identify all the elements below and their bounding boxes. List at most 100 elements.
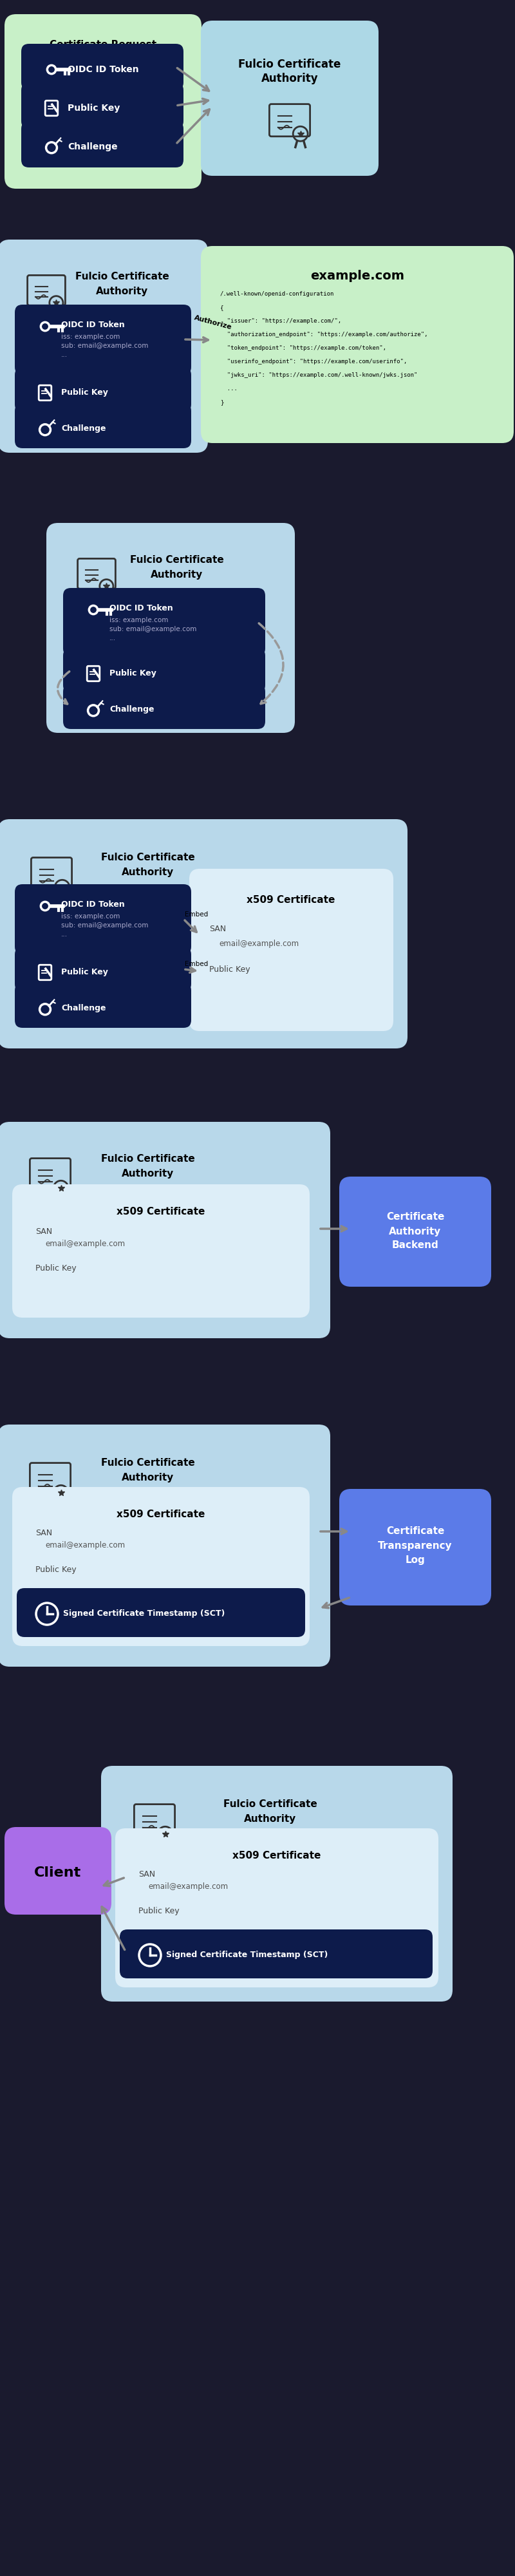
Text: iss: example.com: iss: example.com <box>61 914 120 920</box>
FancyBboxPatch shape <box>12 1185 310 1319</box>
Text: Challenge: Challenge <box>109 706 154 714</box>
Text: /.well-known/openid-configuration: /.well-known/openid-configuration <box>220 291 334 296</box>
FancyBboxPatch shape <box>339 1489 491 1605</box>
Text: }: } <box>220 399 224 404</box>
Text: "token_endpoint": "https://example.com/token",: "token_endpoint": "https://example.com/t… <box>220 345 386 350</box>
Text: Fulcio Certificate: Fulcio Certificate <box>75 273 169 281</box>
FancyBboxPatch shape <box>63 647 265 693</box>
Text: Public Key: Public Key <box>36 1566 76 1574</box>
Text: Fulcio Certificate: Fulcio Certificate <box>238 59 341 70</box>
Text: Transparency: Transparency <box>378 1540 453 1551</box>
FancyBboxPatch shape <box>190 868 393 1030</box>
Text: iss: example.com: iss: example.com <box>109 616 168 623</box>
Circle shape <box>40 322 50 332</box>
Text: Public Key: Public Key <box>61 969 108 976</box>
FancyBboxPatch shape <box>101 1767 453 2002</box>
Text: SAN: SAN <box>209 925 226 933</box>
FancyBboxPatch shape <box>0 1425 330 1667</box>
FancyBboxPatch shape <box>5 1826 111 1914</box>
Text: Signed Certificate Timestamp (SCT): Signed Certificate Timestamp (SCT) <box>166 1950 328 1960</box>
Text: Authority: Authority <box>261 72 318 85</box>
Text: {: { <box>220 304 224 309</box>
Text: Embed: Embed <box>185 961 208 966</box>
Text: x509 Certificate: x509 Certificate <box>117 1208 205 1216</box>
Text: sub: email@example.com: sub: email@example.com <box>109 626 197 631</box>
Text: email@example.com: email@example.com <box>45 1239 125 1249</box>
Text: x509 Certificate: x509 Certificate <box>247 896 335 904</box>
Text: Embed: Embed <box>185 912 208 917</box>
Text: Certificate Request: Certificate Request <box>49 39 157 49</box>
Text: Public Key: Public Key <box>209 966 250 974</box>
FancyBboxPatch shape <box>21 44 183 90</box>
Text: Fulcio Certificate: Fulcio Certificate <box>130 556 224 564</box>
Text: x509 Certificate: x509 Certificate <box>233 1852 321 1860</box>
Text: SAN: SAN <box>36 1226 52 1236</box>
Text: "issuer": "https://example.com/",: "issuer": "https://example.com/", <box>220 317 341 325</box>
FancyBboxPatch shape <box>16 1587 305 1638</box>
Circle shape <box>91 608 96 613</box>
FancyBboxPatch shape <box>46 523 295 732</box>
Circle shape <box>49 67 54 72</box>
FancyBboxPatch shape <box>15 981 191 1028</box>
Text: OIDC ID Token: OIDC ID Token <box>67 64 139 75</box>
FancyBboxPatch shape <box>0 240 208 453</box>
Text: Fulcio Certificate: Fulcio Certificate <box>224 1801 317 1808</box>
Text: "userinfo_endpoint": "https://example.com/userinfo",: "userinfo_endpoint": "https://example.co… <box>220 358 407 363</box>
Text: Public Key: Public Key <box>67 103 120 113</box>
FancyBboxPatch shape <box>15 366 191 412</box>
Circle shape <box>42 904 48 909</box>
FancyBboxPatch shape <box>5 13 201 188</box>
Text: Challenge: Challenge <box>67 142 117 152</box>
Text: Public Key: Public Key <box>36 1265 76 1273</box>
FancyBboxPatch shape <box>201 247 514 443</box>
Text: Authority: Authority <box>389 1226 441 1236</box>
Circle shape <box>46 64 57 75</box>
FancyBboxPatch shape <box>119 1929 433 1978</box>
Circle shape <box>89 605 98 616</box>
Text: Certificate: Certificate <box>386 1213 444 1221</box>
FancyBboxPatch shape <box>63 587 265 657</box>
Text: Challenge: Challenge <box>61 425 106 433</box>
Text: OIDC ID Token: OIDC ID Token <box>61 902 125 909</box>
Text: Client: Client <box>35 1865 81 1880</box>
Text: ...: ... <box>61 930 67 938</box>
Text: OIDC ID Token: OIDC ID Token <box>109 605 173 613</box>
Text: ...: ... <box>109 634 116 641</box>
FancyBboxPatch shape <box>15 884 191 953</box>
Text: example.com: example.com <box>310 270 404 281</box>
Circle shape <box>40 902 50 912</box>
Text: iss: example.com: iss: example.com <box>61 332 120 340</box>
FancyBboxPatch shape <box>15 945 191 992</box>
Text: email@example.com: email@example.com <box>45 1540 125 1551</box>
Text: Challenge: Challenge <box>61 1005 106 1012</box>
FancyBboxPatch shape <box>15 304 191 374</box>
Text: Public Key: Public Key <box>109 670 157 677</box>
FancyBboxPatch shape <box>339 1177 491 1285</box>
FancyBboxPatch shape <box>21 121 183 167</box>
Text: Backend: Backend <box>392 1242 439 1249</box>
Text: SAN: SAN <box>36 1528 52 1538</box>
FancyBboxPatch shape <box>0 819 407 1048</box>
Text: "authorization_endpoint": "https://example.com/authorize",: "authorization_endpoint": "https://examp… <box>220 332 428 337</box>
FancyBboxPatch shape <box>21 82 183 129</box>
Text: x509 Certificate: x509 Certificate <box>117 1510 205 1520</box>
Text: sub: email@example.com: sub: email@example.com <box>61 343 148 348</box>
Text: "jwks_uri": "https://example.com/.well-known/jwks.json": "jwks_uri": "https://example.com/.well-k… <box>220 371 417 379</box>
Text: Authority: Authority <box>122 868 174 876</box>
Text: Public Key: Public Key <box>139 1906 179 1917</box>
Text: Authority: Authority <box>244 1814 297 1824</box>
Text: ...: ... <box>61 350 67 358</box>
Text: Certificate: Certificate <box>386 1528 444 1535</box>
Text: Signed Certificate Timestamp (SCT): Signed Certificate Timestamp (SCT) <box>63 1610 225 1618</box>
FancyBboxPatch shape <box>12 1486 310 1646</box>
Text: Authorize: Authorize <box>193 314 232 330</box>
Circle shape <box>42 325 48 330</box>
Text: email@example.com: email@example.com <box>219 940 299 948</box>
Text: Fulcio Certificate: Fulcio Certificate <box>101 853 195 863</box>
Text: Log: Log <box>405 1556 425 1564</box>
Text: Public Key: Public Key <box>61 389 108 397</box>
Text: ...: ... <box>220 386 237 392</box>
Text: Authority: Authority <box>122 1170 174 1177</box>
Text: OIDC ID Token: OIDC ID Token <box>61 322 125 330</box>
Text: sub: email@example.com: sub: email@example.com <box>61 922 148 927</box>
